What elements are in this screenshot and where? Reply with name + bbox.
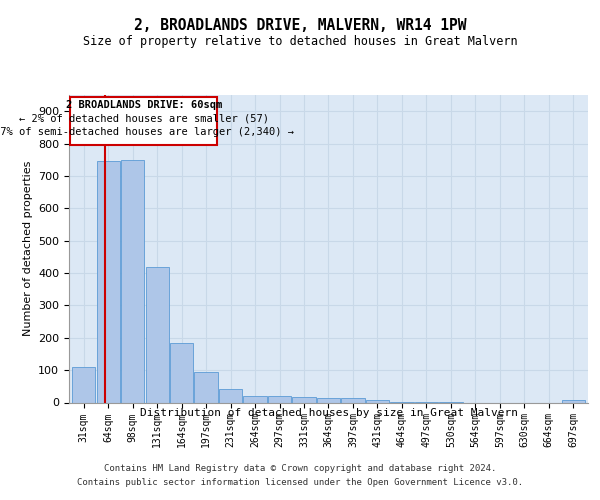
Bar [268, 396, 291, 402]
Text: 97% of semi-detached houses are larger (2,340) →: 97% of semi-detached houses are larger (… [0, 127, 293, 137]
Bar [194, 372, 218, 402]
Bar [72, 367, 95, 402]
Bar [146, 266, 169, 402]
Bar [292, 397, 316, 402]
Text: ← 2% of detached houses are smaller (57): ← 2% of detached houses are smaller (57) [19, 114, 269, 124]
Bar [170, 342, 193, 402]
Bar [366, 400, 389, 402]
Text: Contains HM Land Registry data © Crown copyright and database right 2024.: Contains HM Land Registry data © Crown c… [104, 464, 496, 473]
Text: 2 BROADLANDS DRIVE: 60sqm: 2 BROADLANDS DRIVE: 60sqm [65, 100, 222, 110]
Bar [219, 389, 242, 402]
Text: Contains public sector information licensed under the Open Government Licence v3: Contains public sector information licen… [77, 478, 523, 487]
Bar [341, 398, 365, 402]
Text: Distribution of detached houses by size in Great Malvern: Distribution of detached houses by size … [140, 408, 518, 418]
Y-axis label: Number of detached properties: Number of detached properties [23, 161, 32, 336]
Bar [244, 396, 266, 402]
Bar [121, 160, 144, 402]
Bar [70, 98, 217, 145]
Bar [97, 162, 120, 402]
Bar [562, 400, 585, 402]
Text: Size of property relative to detached houses in Great Malvern: Size of property relative to detached ho… [83, 35, 517, 48]
Text: 2, BROADLANDS DRIVE, MALVERN, WR14 1PW: 2, BROADLANDS DRIVE, MALVERN, WR14 1PW [134, 18, 466, 32]
Bar [317, 398, 340, 402]
